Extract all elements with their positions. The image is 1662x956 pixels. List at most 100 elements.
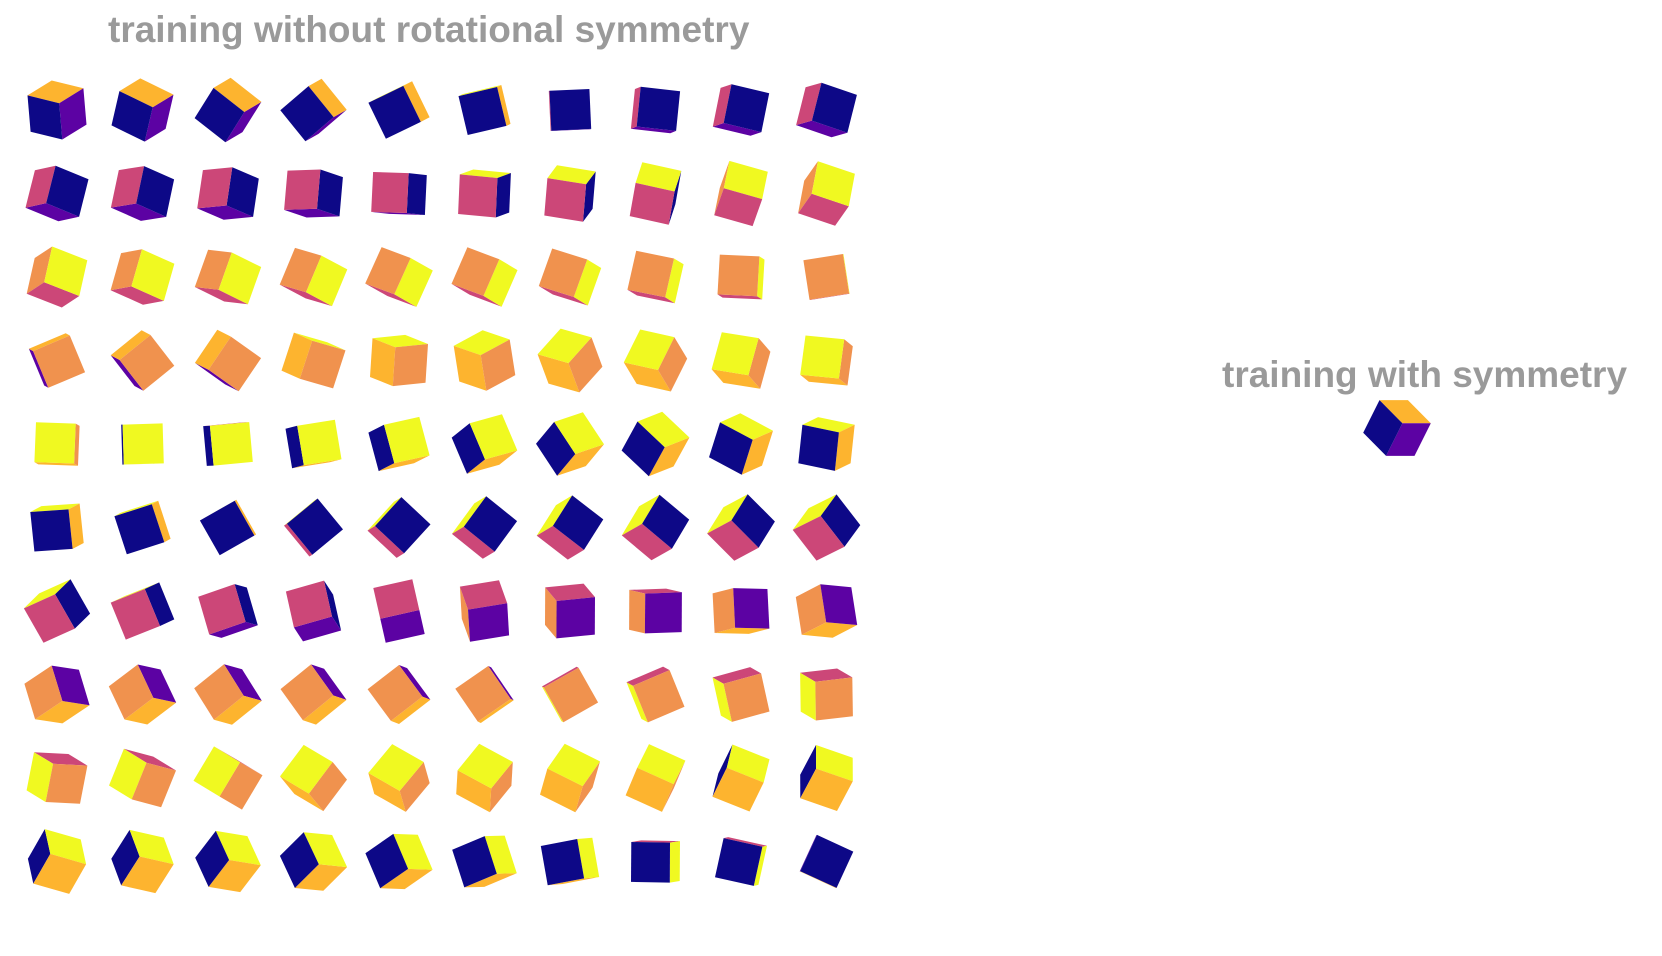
cube-98 [631, 840, 680, 883]
cube-86 [456, 743, 513, 813]
cube-face [717, 294, 763, 300]
cube-face [545, 583, 595, 601]
cube-face [25, 165, 56, 208]
cube-face [280, 664, 334, 721]
cube-57 [536, 495, 604, 560]
cube-face [712, 767, 764, 812]
cube-49 [709, 413, 773, 475]
cube-face [144, 582, 175, 626]
cube-62 [110, 582, 175, 640]
cube-80 [800, 668, 853, 721]
cube-face [297, 419, 342, 466]
cube-face [642, 494, 690, 549]
cube-face [537, 354, 580, 393]
cube-face [293, 616, 342, 642]
cube-face [662, 760, 686, 812]
cube-face [194, 664, 244, 720]
cube-face [792, 494, 837, 530]
cube-face [451, 526, 495, 559]
cube-face [33, 335, 86, 388]
cube-face [215, 830, 261, 866]
cube-face [284, 169, 321, 210]
cube-63 [198, 584, 258, 638]
cube-face [24, 665, 63, 720]
cube-31 [28, 333, 86, 388]
cube-face [536, 421, 576, 476]
cube-91 [27, 829, 87, 894]
cube-64 [285, 580, 342, 642]
cube-face [209, 422, 253, 466]
cube-face [26, 246, 53, 294]
cube-19 [714, 160, 768, 227]
cube-73 [194, 664, 262, 725]
cube-face [484, 835, 517, 874]
cube-41 [34, 422, 80, 466]
cube-face [497, 85, 511, 126]
cube-face [375, 497, 431, 554]
cube-face [23, 594, 75, 643]
cube-4 [280, 78, 347, 142]
cube-face [707, 520, 759, 561]
cube-51 [30, 503, 84, 552]
cube-face [838, 339, 853, 386]
cube-face [311, 664, 347, 700]
cube-face [280, 86, 334, 142]
cube-face [27, 80, 84, 104]
cube-face [390, 696, 431, 724]
cube-face [712, 123, 762, 136]
cube-9 [712, 84, 770, 136]
cube-face [798, 424, 839, 471]
cube-face [203, 425, 214, 466]
cube-face [194, 87, 245, 143]
cube-61 [23, 579, 91, 643]
cube-88 [625, 744, 686, 812]
cube-34 [281, 332, 346, 389]
cube-face [194, 362, 239, 392]
cube-29 [717, 254, 765, 300]
cube-face [451, 496, 487, 534]
cube-100 [799, 834, 854, 889]
cube-face [372, 334, 428, 348]
cube-face [194, 249, 232, 290]
cube-face [26, 752, 54, 802]
cube-18 [629, 162, 682, 225]
cube-face [110, 330, 151, 360]
cube-face [795, 584, 827, 635]
cube-face [30, 503, 80, 512]
cube-face [197, 167, 233, 209]
cube-face [199, 499, 237, 521]
cube-44 [285, 419, 342, 469]
cube-face [209, 621, 258, 638]
cube-face [144, 94, 174, 142]
cube-face [121, 856, 174, 894]
cube-face [373, 579, 420, 619]
cube-face [809, 293, 850, 300]
cube-face [380, 868, 433, 890]
cube-face [469, 414, 518, 460]
cube-face [393, 833, 433, 870]
cube-face [820, 494, 861, 547]
cube-68 [629, 588, 682, 634]
cube-face [629, 182, 675, 225]
cube-67 [545, 583, 595, 639]
cube-face [110, 286, 164, 305]
cube-face [800, 374, 848, 386]
cube-26 [451, 247, 518, 307]
cube-84 [280, 744, 347, 812]
cube-59 [707, 494, 775, 561]
cube-face [218, 252, 262, 305]
cube-face [279, 832, 319, 888]
cube-face [368, 85, 421, 139]
cube-face [536, 525, 584, 560]
cube-face [199, 500, 255, 556]
cube-face [636, 86, 681, 131]
cube-face [723, 837, 767, 847]
cube-face [803, 254, 850, 300]
cube-face [753, 845, 767, 886]
cube-74 [280, 664, 347, 725]
cube-face [658, 337, 688, 392]
cube-face [568, 337, 603, 393]
cube-face [748, 338, 771, 389]
cube-face [464, 873, 517, 888]
